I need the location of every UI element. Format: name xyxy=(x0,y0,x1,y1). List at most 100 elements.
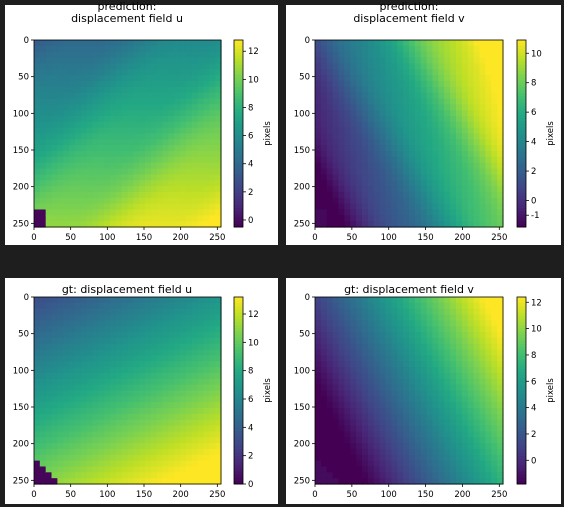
heatmap-cell xyxy=(34,367,41,374)
heatmap-cell xyxy=(397,156,404,164)
heatmap-cell xyxy=(162,180,169,187)
heatmap-cell xyxy=(57,115,64,123)
heatmap-cell xyxy=(57,308,64,316)
heatmap-cell xyxy=(344,92,351,100)
heatmap-cell xyxy=(145,69,152,76)
heatmap-cell xyxy=(414,168,422,175)
heatmap-cell xyxy=(344,57,351,64)
heatmap-cell xyxy=(86,69,94,76)
heatmap-cell xyxy=(115,80,123,88)
heatmap-cell xyxy=(338,337,345,345)
heatmap-cell xyxy=(203,314,210,321)
heatmap-cell xyxy=(403,384,410,392)
heatmap-cell xyxy=(203,57,210,64)
heatmap-cell xyxy=(473,221,481,228)
heatmap-cell xyxy=(373,209,381,216)
heatmap-cell xyxy=(57,367,64,374)
heatmap-cell xyxy=(473,98,481,105)
heatmap-cell xyxy=(450,437,457,444)
heatmap-cell xyxy=(133,133,140,140)
heatmap-cell xyxy=(485,443,492,450)
heatmap-cell xyxy=(109,378,117,386)
heatmap-cell xyxy=(162,191,169,199)
heatmap-cell xyxy=(403,367,410,374)
colorbar-segment xyxy=(234,393,243,398)
heatmap-cell xyxy=(338,326,345,333)
heatmap-cell xyxy=(121,425,129,432)
heatmap-cell xyxy=(34,466,41,473)
heatmap-cell xyxy=(168,466,175,473)
heatmap-cell xyxy=(115,355,123,362)
heatmap-cell xyxy=(485,378,492,386)
heatmap-cell xyxy=(127,343,134,351)
heatmap-cell xyxy=(326,472,334,479)
heatmap-cell xyxy=(203,203,210,211)
heatmap-cell xyxy=(162,69,169,76)
heatmap-cell xyxy=(485,86,492,94)
heatmap-cell xyxy=(467,80,475,88)
colorbar-segment xyxy=(234,121,243,125)
heatmap-cell xyxy=(139,478,146,485)
heatmap-cell xyxy=(209,203,216,211)
heatmap-cell xyxy=(385,57,392,64)
heatmap-cell xyxy=(191,478,199,485)
heatmap-cell xyxy=(438,151,445,158)
heatmap-cell xyxy=(57,203,64,211)
heatmap-cell xyxy=(109,92,117,100)
heatmap-cell xyxy=(344,390,351,397)
heatmap-cell xyxy=(414,98,422,105)
heatmap-cell xyxy=(80,349,88,357)
heatmap-cell xyxy=(379,110,387,117)
heatmap-cell xyxy=(197,86,205,94)
colorbar-segment xyxy=(517,183,526,187)
heatmap-cell xyxy=(51,361,58,368)
heatmap-cell xyxy=(150,425,158,432)
heatmap-cell xyxy=(332,197,340,205)
heatmap-cell xyxy=(209,162,216,170)
heatmap-cell xyxy=(338,302,345,310)
heatmap-cell xyxy=(438,454,445,462)
heatmap-cell xyxy=(86,63,94,70)
heatmap-cell xyxy=(444,156,451,164)
heatmap-cell xyxy=(69,437,76,444)
heatmap-cell xyxy=(409,425,416,432)
heatmap-cell xyxy=(150,378,158,386)
heatmap-cell xyxy=(326,69,334,76)
heatmap-cell xyxy=(162,361,169,368)
colorbar-segment xyxy=(517,399,526,404)
heatmap-cell xyxy=(379,98,387,105)
heatmap-cell xyxy=(63,75,70,82)
heatmap-cell xyxy=(332,343,340,351)
heatmap-cell xyxy=(209,51,216,59)
heatmap-cell xyxy=(491,378,498,386)
heatmap-cell xyxy=(467,203,475,211)
heatmap-cell xyxy=(92,355,99,362)
heatmap-cell xyxy=(315,302,322,310)
heatmap-cell xyxy=(45,320,53,327)
heatmap-cell xyxy=(461,115,469,123)
heatmap-cell xyxy=(34,402,41,409)
heatmap-cell xyxy=(315,209,322,216)
heatmap-cell xyxy=(69,454,76,462)
heatmap-cell xyxy=(467,308,475,316)
heatmap-cell xyxy=(150,51,158,59)
colorbar-segment xyxy=(517,96,526,100)
heatmap-cell xyxy=(438,75,445,82)
heatmap-cell xyxy=(362,203,369,211)
colorbar-segment xyxy=(517,43,526,47)
heatmap-cell xyxy=(326,425,334,432)
heatmap-cell xyxy=(479,203,486,211)
heatmap-cell xyxy=(362,156,369,164)
heatmap-cell xyxy=(162,390,169,397)
heatmap-cell xyxy=(391,209,398,216)
heatmap-cell xyxy=(409,390,416,397)
colorbar-segment xyxy=(517,195,526,200)
heatmap-cell xyxy=(127,384,134,392)
heatmap-cell xyxy=(444,86,451,94)
heatmap-cell xyxy=(133,367,140,374)
heatmap-cell xyxy=(326,221,334,228)
heatmap-cell xyxy=(92,478,99,485)
heatmap-cell xyxy=(191,372,199,380)
heatmap-cell xyxy=(414,302,422,310)
heatmap-cell xyxy=(127,349,134,357)
